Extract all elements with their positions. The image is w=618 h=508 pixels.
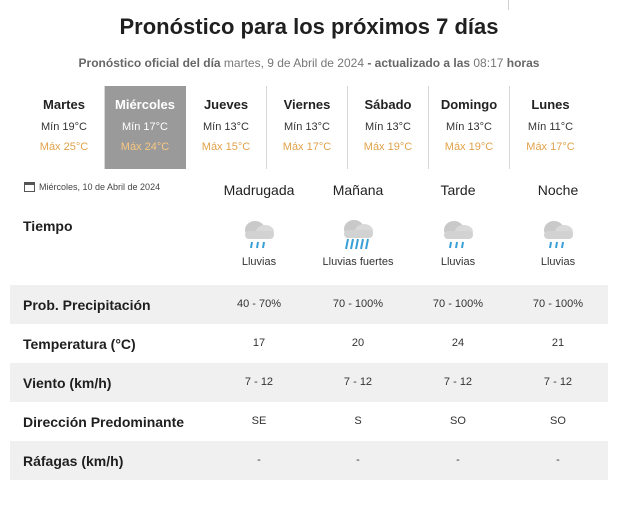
detail-date: Miércoles, 10 de Abril de 2024	[24, 182, 160, 192]
cell-value: 21	[551, 337, 565, 349]
row-prob-precipitacion: Prob. Precipitación 40 - 70% 70 - 100% 7…	[10, 285, 608, 324]
row-label: Viento (km/h)	[23, 375, 112, 391]
day-max-temp: Máx 17°C	[282, 141, 332, 153]
cell-value: -	[556, 454, 560, 466]
day-tab-miercoles[interactable]: Miércoles Mín 17°C Máx 24°C	[105, 86, 186, 169]
cell-value: 7 - 12	[343, 376, 373, 388]
row-temperatura: Temperatura (°C) 17 20 24 21	[10, 324, 608, 363]
cell-value: S	[354, 415, 362, 427]
page-subtitle: Pronóstico oficial del día martes, 9 de …	[0, 56, 618, 70]
day-name: Martes	[43, 97, 85, 112]
day-min-temp: Mín 11°C	[527, 121, 574, 133]
subtitle-date: martes, 9 de Abril de 2024	[220, 56, 368, 70]
rain-cloud-icon	[544, 221, 573, 249]
day-max-temp: Máx 19°C	[444, 141, 494, 153]
cell-value: 7 - 12	[443, 376, 473, 388]
day-min-temp: Mín 13°C	[365, 121, 411, 133]
weather-manana: Lluvias fuertes	[308, 218, 408, 268]
cell-value: 70 - 100%	[432, 298, 484, 310]
day-tab-jueves[interactable]: Jueves Mín 13°C Máx 15°C	[186, 86, 267, 169]
subtitle-suffix: horas	[506, 56, 540, 70]
day-tab-martes[interactable]: Martes Mín 19°C Máx 25°C	[24, 86, 105, 169]
day-name: Viernes	[283, 97, 331, 112]
cell-value: 20	[351, 337, 365, 349]
day-name: Sábado	[364, 97, 412, 112]
day-max-temp: Máx 15°C	[201, 141, 251, 153]
page-title: Pronóstico para los próximos 7 días	[119, 14, 499, 39]
day-tab-sabado[interactable]: Sábado Mín 13°C Máx 19°C	[348, 86, 429, 169]
tiempo-label: Tiempo	[23, 218, 73, 234]
day-name: Lunes	[531, 97, 570, 112]
heavy-rain-cloud-icon	[344, 220, 373, 250]
cell-value: -	[356, 454, 360, 466]
row-label: Temperatura (°C)	[23, 336, 136, 352]
cell-value: 7 - 12	[543, 376, 573, 388]
period-header-manana: Mañana	[332, 182, 384, 198]
cell-value: SE	[251, 415, 267, 427]
weather-description: Lluvias fuertes	[322, 256, 394, 268]
day-name: Miércoles	[115, 97, 175, 112]
detail-date-text: Miércoles, 10 de Abril de 2024	[39, 182, 161, 192]
subtitle-prefix: Pronóstico oficial del día	[78, 56, 221, 70]
rain-cloud-icon	[245, 221, 274, 249]
period-header-tarde: Tarde	[440, 182, 476, 198]
weather-tarde: Lluvias	[408, 218, 508, 268]
day-name: Jueves	[203, 97, 249, 112]
day-tab-viernes[interactable]: Viernes Mín 13°C Máx 17°C	[267, 86, 348, 169]
day-min-temp: Mín 19°C	[41, 121, 87, 133]
row-direccion: Dirección Predominante SE S SO SO	[10, 402, 608, 441]
day-max-temp: Máx 24°C	[120, 141, 170, 153]
day-max-temp: Máx 25°C	[39, 141, 89, 153]
top-divider	[508, 0, 509, 10]
cell-value: 70 - 100%	[532, 298, 584, 310]
row-label: Dirección Predominante	[23, 414, 185, 430]
period-header-madrugada: Madrugada	[223, 182, 295, 198]
cell-value: SO	[450, 415, 466, 427]
day-tab-domingo[interactable]: Domingo Mín 13°C Máx 19°C	[429, 86, 510, 169]
weather-madrugada: Lluvias	[209, 218, 309, 268]
day-min-temp: Mín 13°C	[203, 121, 249, 133]
day-tabs: Martes Mín 19°C Máx 25°C Miércoles Mín 1…	[24, 86, 591, 169]
cell-value: 40 - 70%	[236, 298, 282, 310]
row-viento: Viento (km/h) 7 - 12 7 - 12 7 - 12 7 - 1…	[10, 363, 608, 402]
rain-cloud-icon	[444, 221, 473, 249]
row-label: Ráfagas (km/h)	[23, 453, 124, 469]
weather-description: Lluvias	[540, 256, 576, 268]
day-min-temp: Mín 13°C	[446, 121, 492, 133]
cell-value: SO	[550, 415, 566, 427]
cell-value: -	[456, 454, 460, 466]
period-header-noche: Noche	[537, 182, 579, 198]
cell-value: -	[257, 454, 261, 466]
weather-description: Lluvias	[440, 256, 476, 268]
cell-value: 17	[252, 337, 266, 349]
day-max-temp: Máx 17°C	[526, 141, 575, 153]
day-min-temp: Mín 13°C	[284, 121, 330, 133]
subtitle-time: 08:17	[470, 56, 507, 70]
weather-noche: Lluvias	[508, 218, 608, 268]
day-min-temp: Mín 17°C	[122, 121, 168, 133]
cell-value: 70 - 100%	[332, 298, 384, 310]
day-max-temp: Máx 19°C	[363, 141, 413, 153]
cell-value: 7 - 12	[244, 376, 274, 388]
weather-description: Lluvias	[241, 256, 277, 268]
cell-value: 24	[451, 337, 465, 349]
row-rafagas: Ráfagas (km/h) - - - -	[10, 441, 608, 480]
row-label: Prob. Precipitación	[23, 297, 151, 313]
calendar-icon	[24, 182, 35, 192]
subtitle-middle: - actualizado a las	[367, 56, 471, 70]
day-name: Domingo	[440, 97, 498, 112]
day-tab-lunes[interactable]: Lunes Mín 11°C Máx 17°C	[510, 86, 591, 169]
